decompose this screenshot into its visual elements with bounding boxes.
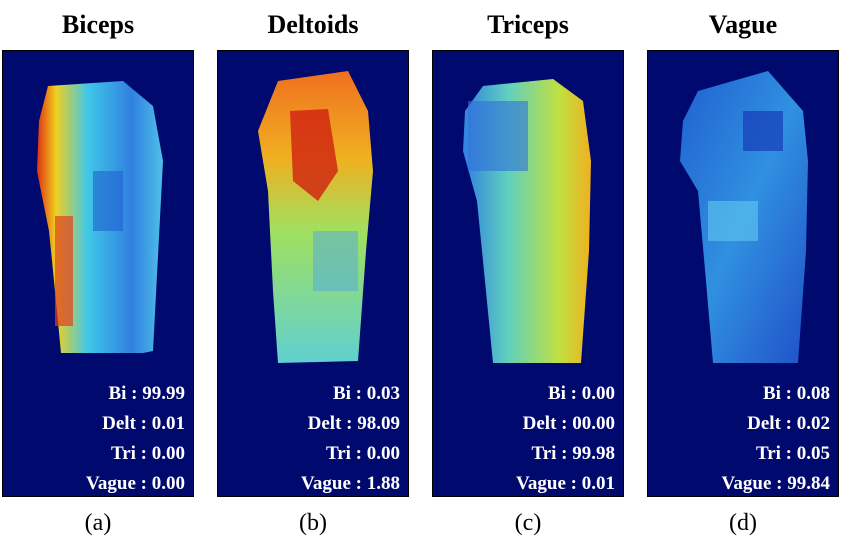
- class-scores: Bi : 0.03 Delt : 98.09 Tri : 0.00 Vague …: [300, 379, 400, 496]
- score-bi: Bi : 99.99: [108, 383, 185, 404]
- panel-title: Deltoids: [267, 10, 359, 39]
- score-delt: Delt : 00.00: [522, 413, 615, 434]
- panel-title: Biceps: [61, 10, 135, 39]
- score-vague: Vague : 0.00: [85, 473, 185, 494]
- score-tri: Tri : 99.98: [531, 443, 615, 464]
- score-vague: Vague : 1.88: [300, 473, 400, 494]
- heatmap-frame: Bi : 0.08 Delt : 0.02 Tri : 0.05 Vague :…: [647, 50, 839, 497]
- score-delt: Delt : 0.02: [747, 413, 830, 434]
- panel-caption: (c): [514, 510, 542, 536]
- heatmap-frame: Bi : 0.03 Delt : 98.09 Tri : 0.00 Vague …: [217, 50, 409, 497]
- panel-title: Triceps: [487, 10, 569, 39]
- score-bi: Bi : 0.03: [332, 383, 400, 404]
- score-tri: Tri : 0.05: [755, 443, 830, 464]
- class-scores: Bi : 0.00 Delt : 00.00 Tri : 99.98 Vague…: [515, 379, 615, 496]
- panel-caption: (b): [299, 510, 327, 536]
- heatmap-frame: Bi : 0.00 Delt : 00.00 Tri : 99.98 Vague…: [432, 50, 624, 497]
- panel-triceps: Triceps Bi : 0.00 Delt : 00.00 Tri : 99.…: [432, 0, 624, 557]
- score-bi: Bi : 0.00: [547, 383, 615, 404]
- score-delt: Delt : 0.01: [102, 413, 185, 434]
- panel-caption: (d): [729, 510, 757, 536]
- score-vague: Vague : 0.01: [515, 473, 615, 494]
- score-bi: Bi : 0.08: [762, 383, 830, 404]
- arm-heatmap-image: [258, 71, 373, 363]
- panel-caption: (a): [84, 510, 112, 536]
- score-delt: Delt : 98.09: [307, 413, 400, 434]
- panel-title: Vague: [708, 10, 778, 39]
- panel-biceps: Biceps Bi : 99.99 Delt : 0.01 Tri : 0.00…: [2, 0, 194, 557]
- arm-heatmap-image: [463, 79, 591, 363]
- heatmap-frame: Bi : 99.99 Delt : 0.01 Tri : 0.00 Vague …: [2, 50, 194, 497]
- score-tri: Tri : 0.00: [325, 443, 400, 464]
- score-vague: Vague : 99.84: [721, 473, 830, 494]
- class-scores: Bi : 0.08 Delt : 0.02 Tri : 0.05 Vague :…: [721, 379, 830, 496]
- panel-deltoids: Deltoids Bi : 0.03 Delt : 98.09 Tri : 0.…: [217, 0, 409, 557]
- arm-heatmap-image: [37, 81, 163, 353]
- panel-vague: Vague Bi : 0.08 Delt : 0.02 Tri : 0.05 V…: [647, 0, 839, 557]
- score-tri: Tri : 0.00: [110, 443, 185, 464]
- arm-heatmap-image: [680, 71, 808, 363]
- class-scores: Bi : 99.99 Delt : 0.01 Tri : 0.00 Vague …: [85, 379, 185, 496]
